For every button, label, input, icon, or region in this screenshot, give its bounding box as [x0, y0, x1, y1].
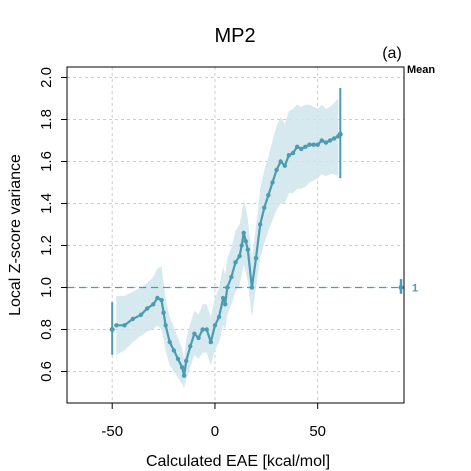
chart-title: MP2: [214, 25, 255, 47]
data-point: [327, 138, 333, 143]
data-point: [266, 192, 271, 198]
data-point: [122, 323, 127, 328]
data-point: [114, 323, 119, 328]
data-point: [208, 339, 214, 345]
plot-frame: [66, 66, 405, 404]
data-point: [171, 348, 177, 353]
data-point: [249, 285, 255, 290]
data-point: [262, 205, 267, 210]
data-point: [196, 335, 201, 341]
data-point: [315, 142, 320, 147]
data-point: [144, 306, 150, 311]
y-tick-label: 2.0: [38, 67, 55, 88]
x-ticks: -50 0 50: [101, 403, 326, 440]
data-point: [204, 327, 209, 332]
y-tick-label: 1.0: [38, 277, 55, 298]
data-point: [130, 316, 135, 322]
data-point: [290, 150, 296, 156]
data-point: [163, 323, 168, 328]
data-point: [286, 153, 292, 158]
data-point: [179, 365, 185, 370]
confidence-band: [116, 98, 339, 389]
y-tick-label: 0.8: [38, 319, 55, 340]
x-tick-label: 50: [309, 423, 326, 440]
mean-errorbar-point: [398, 285, 404, 290]
data-point: [188, 344, 193, 349]
data-point: [239, 243, 244, 248]
data-point: [229, 274, 234, 280]
data-point: [311, 142, 316, 147]
data-point: [161, 310, 166, 315]
data-point: [155, 295, 160, 301]
data-point: [241, 230, 246, 236]
y-tick-label: 1.6: [38, 151, 55, 172]
data-point: [274, 167, 279, 173]
data-point: [237, 253, 242, 259]
data-point: [299, 146, 304, 152]
data-point: [192, 331, 197, 336]
data-point: [233, 260, 238, 265]
y-tick-label: 1.8: [38, 109, 55, 130]
end-errorbar-point: [109, 327, 115, 332]
data-point: [167, 339, 172, 345]
data-point: [175, 356, 181, 362]
data-point: [323, 140, 329, 145]
data-point: [331, 136, 337, 141]
data-point: [303, 144, 308, 149]
y-tick-label: 1.4: [38, 193, 55, 214]
data-point: [319, 138, 325, 143]
y-tick-label: 1.2: [38, 235, 55, 256]
y-ticks: 0.6 0.8 1.0 1.2 1.4 1.6 1.8 2.0: [38, 67, 67, 382]
data-point: [257, 222, 263, 227]
panel-label: (a): [382, 45, 402, 62]
data-point: [151, 302, 156, 307]
data-point: [282, 163, 288, 168]
series-group: [114, 134, 341, 378]
mean-label: Mean: [407, 64, 435, 76]
errorbars-group: [109, 88, 404, 355]
data-point: [278, 159, 283, 164]
y-axis-label: Local Z-score variance: [7, 154, 24, 316]
end-errorbar-point: [337, 131, 343, 137]
data-point: [245, 247, 251, 252]
data-point: [220, 295, 226, 301]
data-point: [200, 327, 205, 332]
data-point: [183, 358, 189, 364]
data-point: [270, 180, 275, 185]
data-point: [159, 297, 164, 303]
data-point: [243, 239, 248, 244]
data-point: [307, 142, 312, 147]
y-tick-label: 0.6: [38, 361, 55, 382]
data-point: [225, 285, 230, 290]
x-tick-label: 0: [211, 423, 219, 440]
data-point: [294, 144, 300, 149]
x-axis-label: Calculated EAE [kcal/mol]: [146, 453, 330, 470]
x-tick-label: -50: [101, 423, 123, 440]
data-point: [181, 373, 187, 378]
data-point: [212, 323, 218, 328]
data-point: [138, 312, 144, 317]
data-point: [216, 314, 222, 320]
data-point: [223, 302, 228, 307]
data-point: [253, 255, 259, 261]
reference-line-label: 1: [412, 283, 418, 295]
